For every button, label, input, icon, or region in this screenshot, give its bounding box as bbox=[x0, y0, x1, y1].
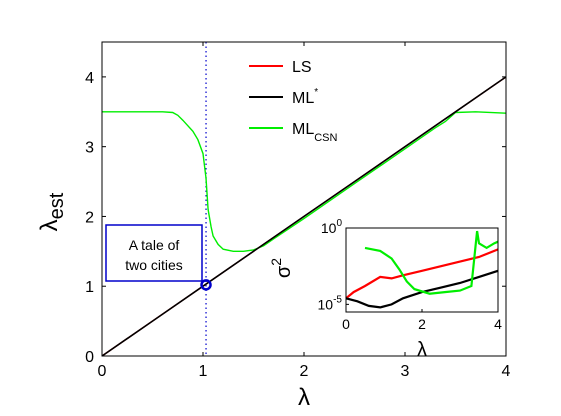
main-y-axis-label-group: λest bbox=[36, 192, 68, 231]
x-tick-label: 0 bbox=[98, 363, 107, 380]
legend-label-ml-base: ML bbox=[292, 90, 314, 107]
main-y-axis-label: λest bbox=[36, 192, 68, 231]
y-tick-label: 0 bbox=[85, 349, 94, 366]
y-tick-label: 1 bbox=[85, 279, 94, 296]
main-x-ticks: 0 1 2 3 4 bbox=[98, 42, 511, 380]
x-tick-label: 4 bbox=[502, 363, 511, 380]
inset-x-tick-label: 0 bbox=[342, 316, 350, 332]
inset-x-ticks: 0 2 4 bbox=[342, 309, 502, 332]
inset-y-tick-base: 10 bbox=[318, 296, 334, 312]
inset-y-axis-label-base: σ bbox=[273, 265, 295, 278]
main-series-group bbox=[101, 76, 507, 357]
x-tick-label: 2 bbox=[300, 363, 309, 380]
main-y-axis-label-base: λ bbox=[36, 219, 63, 231]
inset-y-axis-label-sup: 2 bbox=[268, 258, 284, 266]
y-tick-label: 2 bbox=[85, 209, 94, 226]
annotation-line1: A tale of bbox=[129, 237, 180, 253]
main-y-axis-label-sub: est bbox=[46, 192, 68, 219]
inset-y-axis-label-group: σ2 bbox=[268, 258, 295, 278]
x-tick-label: 1 bbox=[199, 363, 208, 380]
legend-label-ml-sup: * bbox=[314, 87, 318, 98]
inset-y-tick-label: 10-5 bbox=[318, 294, 343, 312]
main-y-ticks: 0 1 2 3 4 bbox=[85, 70, 506, 366]
inset-y-tick-exponent: -5 bbox=[333, 294, 342, 305]
inset-y-tick-base: 10 bbox=[321, 220, 337, 236]
annotation-box bbox=[105, 224, 203, 282]
inset-y-tick-label: 100 bbox=[321, 218, 343, 236]
x-tick-label: 3 bbox=[401, 363, 410, 380]
inset-x-tick-label: 4 bbox=[494, 316, 502, 332]
series-line-ml-star bbox=[101, 76, 507, 357]
inset-x-axis-label: λ bbox=[417, 339, 427, 361]
legend-label-mlcsn-base: ML bbox=[292, 121, 314, 138]
inset-series-line-ml- bbox=[345, 269, 499, 309]
inset-series-line-ml-csn bbox=[364, 230, 499, 295]
annotation-line2: two cities bbox=[125, 257, 183, 273]
legend-label-mlcsn-sub: CSN bbox=[314, 132, 337, 144]
inset-series-group bbox=[345, 230, 499, 309]
main-plot: 0 1 2 3 4 0 1 2 3 4 A tale of two cities LS ML* … bbox=[36, 41, 511, 411]
legend-label-mlcsn: MLCSN bbox=[292, 121, 338, 144]
y-tick-label: 4 bbox=[85, 70, 94, 87]
inset-y-tick-exponent: 0 bbox=[336, 218, 342, 229]
legend-label-ls: LS bbox=[292, 59, 312, 76]
highlight-marker bbox=[200, 279, 212, 291]
legend: LS ML* MLCSN bbox=[249, 59, 338, 144]
inset-y-axis-label: σ2 bbox=[268, 258, 295, 278]
main-x-axis-label: λ bbox=[298, 384, 310, 411]
legend-label-ml: ML* bbox=[292, 87, 318, 107]
y-tick-label: 3 bbox=[85, 140, 94, 157]
series-line-ml-csn bbox=[102, 111, 507, 253]
inset-x-tick-label: 2 bbox=[418, 316, 426, 332]
